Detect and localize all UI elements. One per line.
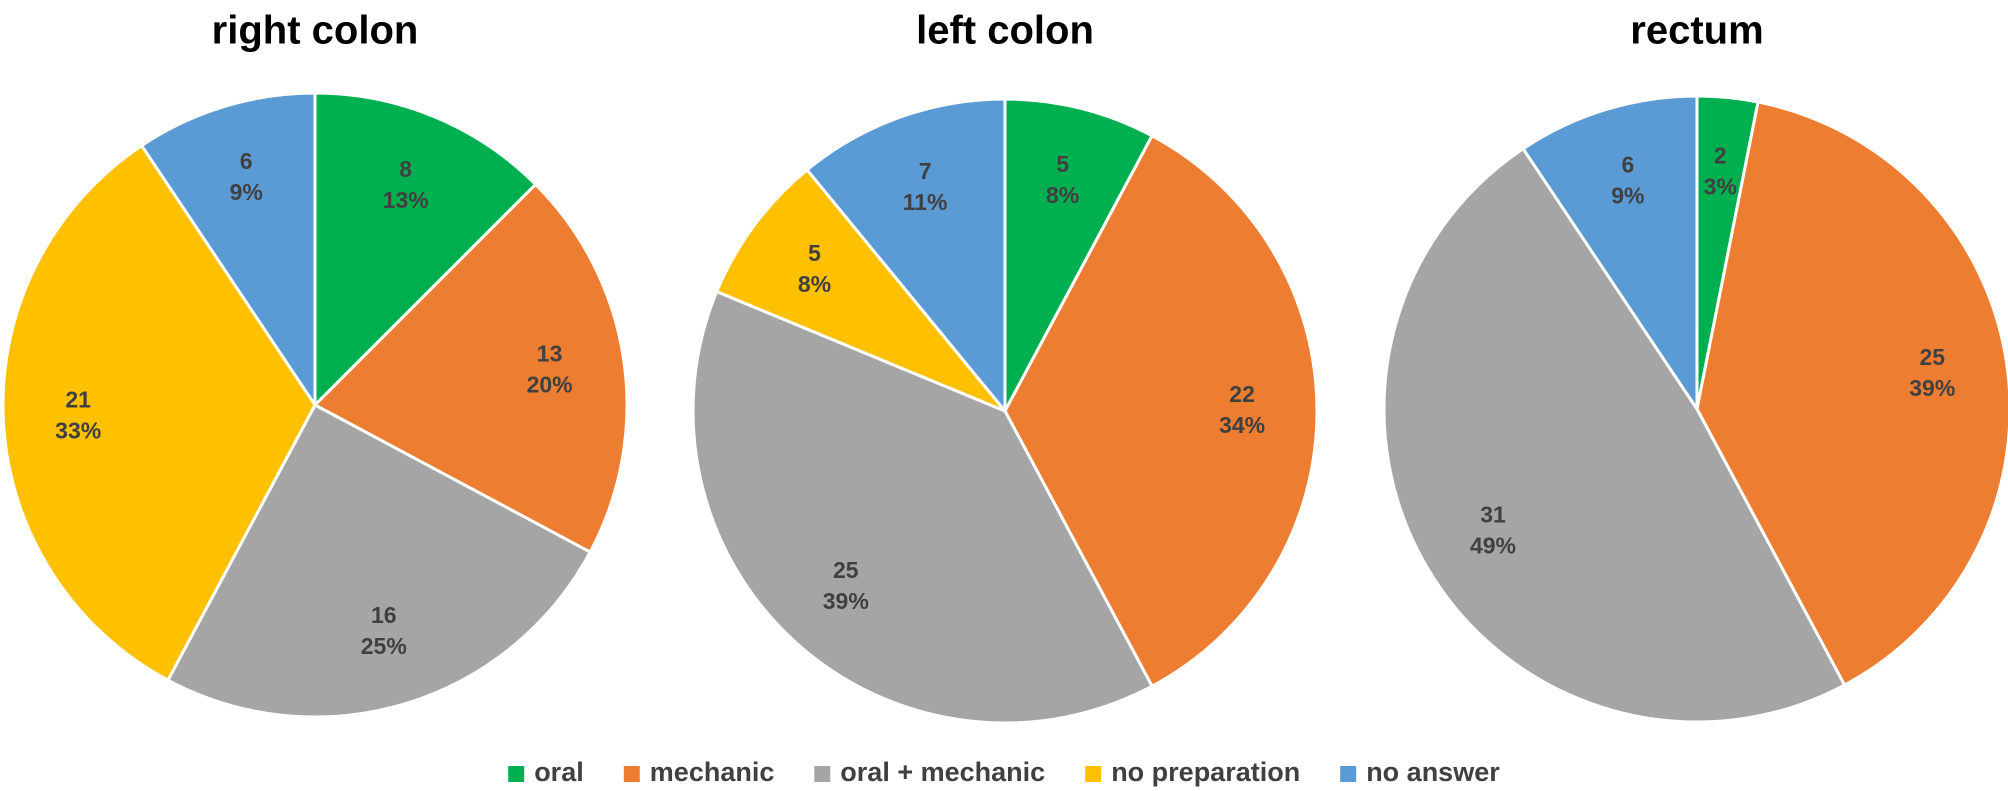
pie-slice-oral — [1003, 97, 1154, 413]
pie-slice-mechanic — [313, 182, 629, 554]
chart-title: rectum — [1630, 9, 1763, 53]
legend-label: no answer — [1366, 757, 1500, 787]
pie-charts: right colon 8 13% 13 20% 16 25% 21 33% 6 9% left co… — [1, 9, 2008, 725]
pie-chart-left-colon: left colon 5 8% 22 34% 25 39% 5 8% 7 11% — [691, 9, 1319, 725]
slice-value-label: 6 — [240, 148, 253, 174]
legend-item-no-answer: no answer — [1340, 757, 1500, 787]
slice-value-label: 21 — [65, 387, 91, 413]
pie-slice-mechanic — [1003, 134, 1319, 688]
legend-swatch — [814, 766, 831, 782]
pie-slice-no-preparation — [715, 168, 1007, 413]
pie-slice-oral-mechanic — [691, 290, 1154, 725]
pie-slice-no-answer — [1521, 94, 1699, 411]
slice-value-label: 25 — [1920, 344, 1946, 370]
pie-slice-oral-mechanic — [1382, 147, 1847, 724]
slice-percent-label: 25% — [361, 633, 407, 659]
chart-title: right colon — [212, 9, 419, 53]
slice-percent-label: 13% — [383, 187, 429, 213]
slice-value-label: 16 — [371, 602, 397, 628]
chart-title: left colon — [916, 9, 1094, 53]
slice-value-label: 25 — [833, 557, 859, 583]
slice-percent-label: 33% — [55, 418, 101, 444]
legend-label: oral — [534, 757, 584, 787]
legend-label: no preparation — [1111, 757, 1300, 787]
slice-value-label: 8 — [399, 156, 412, 182]
pie-slice-no-preparation — [1, 144, 317, 682]
pie-slice-no-answer — [140, 91, 317, 407]
legend-label: mechanic — [650, 757, 775, 787]
slice-percent-label: 3% — [1704, 173, 1737, 199]
slice-percent-label: 9% — [1611, 182, 1644, 208]
slice-percent-label: 8% — [798, 271, 831, 297]
pie-slice-no-answer — [805, 97, 1007, 413]
slice-value-label: 7 — [919, 158, 932, 184]
slice-percent-label: 39% — [823, 588, 869, 614]
legend-item-mechanic: mechanic — [623, 757, 775, 787]
legend: oral mechanic oral + mechanic no preparatio… — [508, 757, 1500, 787]
legend-item-no-preparation: no preparation — [1085, 757, 1300, 787]
slice-value-label: 22 — [1229, 381, 1255, 407]
slice-percent-label: 39% — [1909, 375, 1955, 401]
slice-percent-label: 8% — [1046, 182, 1079, 208]
pie-slice-oral — [313, 91, 538, 407]
slice-percent-label: 34% — [1219, 412, 1265, 438]
pie-slice-mechanic — [1695, 100, 2008, 687]
legend-label: oral + mechanic — [840, 757, 1045, 787]
legend-item-oral-mechanic: oral + mechanic — [814, 757, 1045, 787]
slice-percent-label: 9% — [230, 179, 263, 205]
slice-percent-label: 49% — [1470, 532, 1516, 558]
slice-value-label: 13 — [537, 340, 563, 366]
slice-value-label: 31 — [1480, 501, 1506, 527]
pie-chart-right-colon: right colon 8 13% 13 20% 16 25% 21 33% 6 9% — [1, 9, 629, 719]
pie-chart-rectum: rectum 2 3% 25 39% 31 49% 6 9% — [1382, 9, 2008, 724]
legend-swatch — [623, 766, 640, 782]
slice-value-label: 5 — [1056, 151, 1069, 177]
slice-value-label: 5 — [808, 240, 821, 266]
slice-value-label: 6 — [1622, 151, 1635, 177]
legend-item-oral: oral — [508, 757, 584, 787]
legend-swatch — [1085, 766, 1102, 782]
slice-percent-label: 20% — [527, 371, 573, 397]
legend-swatch — [508, 766, 525, 782]
slice-percent-label: 11% — [903, 189, 948, 215]
legend-swatch — [1340, 766, 1357, 782]
slice-value-label: 2 — [1714, 142, 1727, 168]
